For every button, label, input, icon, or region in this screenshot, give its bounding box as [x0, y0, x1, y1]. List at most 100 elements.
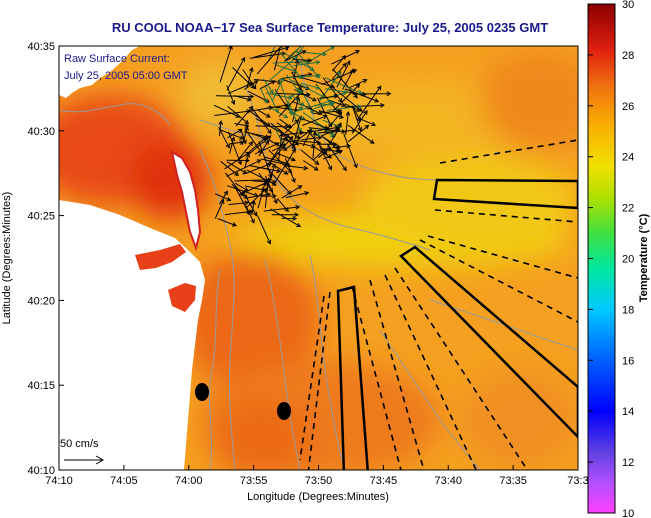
- current-vector: [218, 128, 244, 140]
- current-vector: [268, 161, 288, 175]
- current-vector-head: [253, 192, 259, 198]
- x-tick-label: 73:35: [499, 475, 527, 487]
- current-vector: [286, 108, 306, 121]
- current-vector-head: [309, 66, 315, 71]
- current-vector-head: [223, 190, 228, 196]
- current-vector-head: [322, 114, 328, 120]
- current-vector-head: [250, 84, 256, 90]
- current-vector-head: [246, 96, 252, 102]
- current-vector-head: [363, 110, 368, 115]
- current-vector-head: [314, 160, 320, 165]
- current-vector-head: [249, 209, 254, 215]
- current-vector-head: [230, 100, 236, 106]
- current-vector: [252, 46, 289, 59]
- current-vector: [257, 109, 271, 118]
- x-tick-label: 74:00: [175, 475, 203, 487]
- current-vector-head: [294, 212, 300, 218]
- current-vector-head: [265, 113, 271, 118]
- current-vector-head: [294, 14, 298, 18]
- scale-label: 50 cm/s: [60, 438, 99, 450]
- colorbar-tick-label: 12: [622, 457, 634, 469]
- current-vector-head: [266, 192, 272, 197]
- land-mass: [59, 200, 205, 470]
- current-vectors: [213, 14, 392, 245]
- colorbar-tick-label: 30: [622, 0, 634, 11]
- current-vector-head: [371, 121, 377, 127]
- current-vector: [296, 51, 320, 79]
- current-vector-head: [271, 179, 277, 185]
- current-vector-head: [341, 55, 347, 60]
- current-vector-head: [231, 222, 237, 227]
- current-vector-head: [244, 119, 250, 125]
- current-vector: [256, 46, 282, 75]
- x-tick-label: 73:45: [370, 475, 398, 487]
- current-vector-head: [317, 110, 323, 115]
- current-vector-head: [311, 97, 317, 102]
- current-vector: [317, 147, 331, 159]
- bay-patch: [168, 283, 196, 312]
- current-vector: [281, 138, 315, 148]
- current-vector: [227, 82, 254, 95]
- current-vector: [321, 69, 357, 86]
- current-vector: [312, 148, 326, 161]
- current-vector: [292, 97, 300, 123]
- current-vector: [297, 100, 332, 112]
- current-vector: [290, 106, 303, 116]
- bay-patch: [135, 244, 186, 270]
- current-vector-head: [355, 83, 361, 89]
- current-vector: [226, 85, 235, 105]
- current-vector-head: [362, 79, 368, 84]
- current-vector: [336, 60, 351, 88]
- current-vector: [237, 141, 253, 162]
- current-vector: [234, 95, 252, 101]
- current-vector-head: [281, 35, 285, 39]
- colorbar-label: Temperature (°C): [638, 213, 650, 302]
- current-vector: [284, 158, 296, 183]
- current-vector-head: [292, 216, 298, 221]
- current-vector: [333, 84, 360, 111]
- current-vector-head: [337, 122, 342, 128]
- colorbar-tick-label: 20: [622, 254, 634, 266]
- current-vector: [226, 57, 246, 91]
- current-vector: [252, 180, 276, 183]
- current-vector-head: [253, 211, 258, 217]
- current-vector: [257, 182, 266, 209]
- current-vector: [266, 167, 292, 195]
- current-vector-head: [338, 114, 344, 119]
- current-vector-head: [324, 125, 330, 130]
- current-vector-head: [330, 84, 336, 89]
- current-vector: [267, 55, 298, 83]
- current-vector-head: [342, 62, 347, 68]
- current-vector: [281, 185, 302, 199]
- current-vector: [293, 59, 299, 80]
- current-vector: [249, 52, 286, 59]
- y-tick-label: 40:35: [27, 41, 55, 53]
- current-vector: [263, 206, 300, 212]
- current-vector-head: [334, 125, 340, 131]
- current-vector-head: [288, 135, 294, 141]
- current-vector-head: [353, 93, 358, 99]
- current-vector: [292, 58, 312, 62]
- x-tick-label: 74:10: [45, 475, 73, 487]
- current-vector-head: [343, 89, 349, 95]
- current-vector: [309, 132, 328, 155]
- y-tick-label: 40:30: [27, 126, 55, 138]
- current-vector: [251, 201, 255, 216]
- current-vector: [233, 185, 251, 215]
- current-vector-head: [283, 113, 289, 119]
- current-vector-head: [297, 185, 303, 190]
- current-vector-head: [304, 191, 310, 196]
- current-vector-head: [237, 128, 243, 134]
- current-vector-head: [281, 143, 287, 148]
- current-vector: [297, 76, 335, 88]
- current-vector-head: [327, 154, 333, 159]
- current-vector: [281, 78, 310, 90]
- current-vector-head: [307, 58, 313, 63]
- current-vector: [347, 125, 369, 143]
- current-vector: [226, 161, 247, 174]
- current-vector-head: [345, 110, 351, 116]
- current-vector: [231, 183, 248, 199]
- current-vector-head: [244, 125, 249, 131]
- current-vector-head: [249, 94, 255, 99]
